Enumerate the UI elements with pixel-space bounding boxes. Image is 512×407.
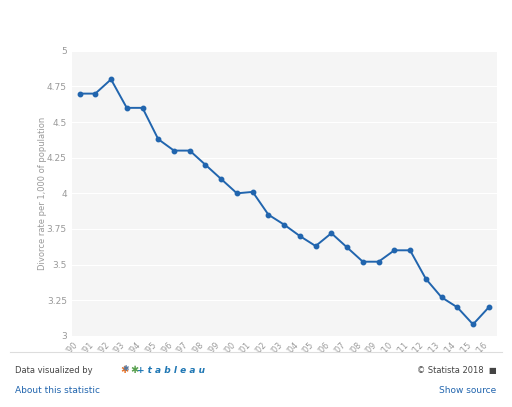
- Text: + t a b l e a u: + t a b l e a u: [137, 366, 205, 375]
- Text: ✱: ✱: [120, 365, 129, 375]
- Text: Show source: Show source: [439, 386, 497, 395]
- Text: ✱: ✱: [131, 365, 139, 375]
- Y-axis label: Divorce rate per 1,000 of population: Divorce rate per 1,000 of population: [38, 117, 47, 270]
- Text: ✱: ✱: [123, 364, 129, 373]
- Text: Data visualized by: Data visualized by: [15, 366, 93, 375]
- Text: About this statistic: About this statistic: [15, 386, 100, 395]
- Text: © Statista 2018  ■: © Statista 2018 ■: [417, 366, 497, 375]
